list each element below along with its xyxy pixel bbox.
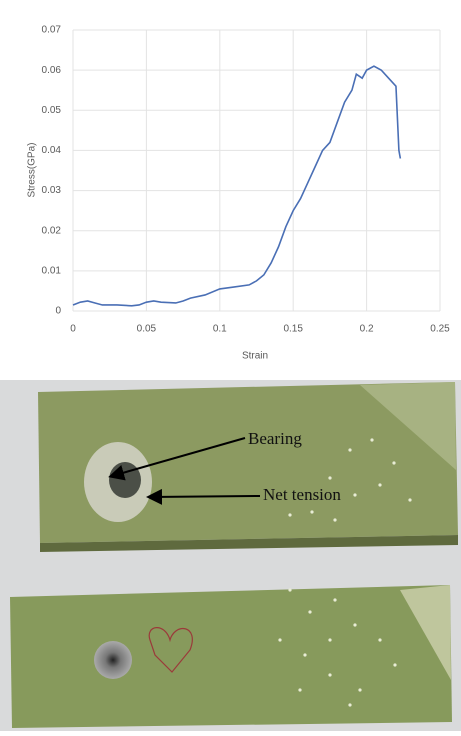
x-tick-label: 0 [70, 324, 76, 335]
x-tick-label: 0.1 [213, 324, 227, 335]
hole [94, 641, 132, 679]
hole [109, 462, 141, 498]
photo: Bearing Net tension [0, 380, 461, 731]
arrow [150, 496, 260, 497]
y-tick-label: 0.01 [42, 265, 62, 276]
specimen-bottom [10, 585, 452, 728]
annotation: Bearing [248, 429, 302, 448]
x-tick-label: 0.25 [430, 324, 450, 335]
y-axis-label: Stress(GPa) [27, 142, 38, 197]
chart-background [0, 0, 461, 380]
figure: 0 0.01 0.02 0.03 0.04 0.05 0.06 0.07 0 0.05 0.1 0.1… [0, 0, 461, 731]
y-tick-label: 0.05 [42, 105, 62, 116]
y-tick-label: 0.03 [42, 185, 62, 196]
y-tick-label: 0.02 [42, 225, 62, 236]
x-tick-label: 0.05 [137, 324, 157, 335]
x-tick-label: 0.2 [360, 324, 374, 335]
annotation: Net tension [263, 485, 341, 504]
y-tick-label: 0.06 [42, 65, 62, 76]
x-tick-label: 0.15 [283, 324, 303, 335]
x-axis-label: Strain [242, 351, 268, 362]
y-tick-label: 0.07 [42, 25, 62, 36]
y-tick-label: 0.04 [42, 145, 62, 156]
y-tick-label: 0 [55, 306, 61, 317]
